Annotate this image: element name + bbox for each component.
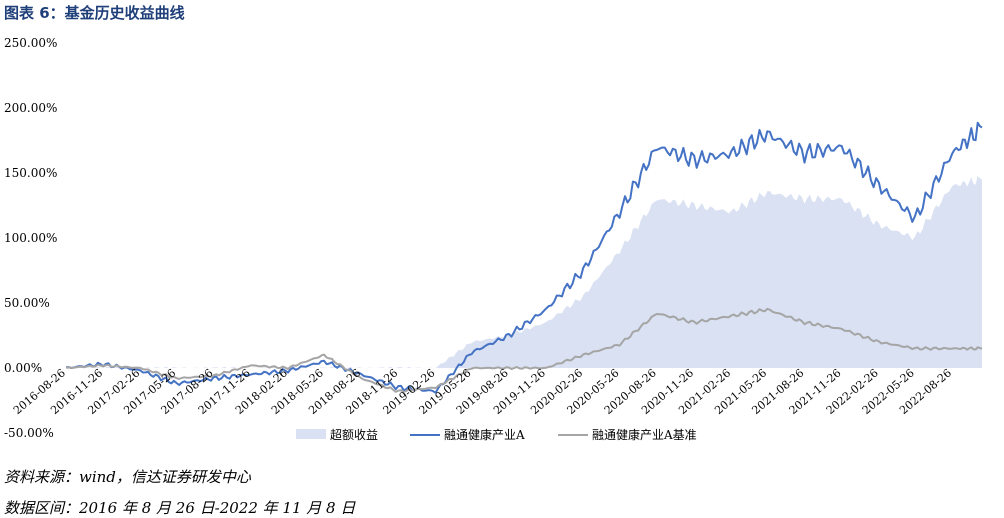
source-note: 资料来源：wind，信达证券研发中心 (4, 468, 251, 486)
legend-label: 超额收益 (330, 427, 378, 442)
x-axis-ticks: 2016-08-262016-11-262017-02-262017-05-26… (11, 366, 954, 417)
history-return-chart: -50.00% 0.00% 50.00% 100.00% 150.00% 200.00% 2… (4, 36, 983, 442)
chart-legend: 超额收益 融通健康产业A 融通健康产业A基准 (296, 427, 697, 442)
y-tick-label: 100.00% (4, 231, 57, 245)
y-tick-label: 50.00% (4, 296, 50, 310)
legend-label: 融通健康产业A基准 (592, 427, 697, 442)
y-axis-ticks: -50.00% 0.00% 50.00% 100.00% 150.00% 200.00% 2… (4, 36, 57, 440)
y-tick-label: -50.00% (4, 426, 54, 440)
series-lines-layer (65, 121, 983, 394)
y-tick-label: 200.00% (4, 101, 57, 115)
date-range-note: 数据区间：2016 年 8 月 26 日-2022 年 11 月 8 日 (4, 499, 356, 517)
benchmark-return-line (65, 307, 983, 393)
excess-return-area-layer (66, 176, 982, 368)
fund-return-line (65, 121, 983, 394)
y-tick-label: 250.00% (4, 36, 57, 50)
y-tick-label: 0.00% (4, 361, 42, 375)
figure-title: 图表 6：基金历史收益曲线 (4, 4, 185, 22)
legend-label: 融通健康产业A (444, 427, 525, 442)
y-tick-label: 150.00% (4, 166, 57, 180)
excess-return-area (66, 176, 982, 368)
legend-swatch-excess (296, 429, 326, 439)
